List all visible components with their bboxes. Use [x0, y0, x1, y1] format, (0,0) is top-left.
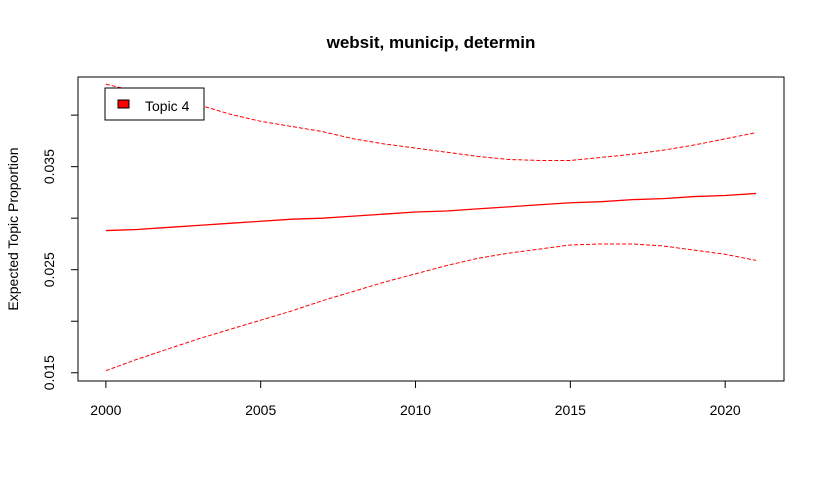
x-tick-label: 2000 — [90, 402, 121, 418]
lower-confidence-line — [105, 243, 757, 372]
x-tick-label: 2010 — [400, 402, 431, 418]
y-tick-label: 0.025 — [41, 252, 57, 287]
series-line-topic-4 — [105, 192, 757, 232]
x-tick-label: 2020 — [710, 402, 741, 418]
upper-confidence-line — [105, 83, 757, 161]
plot-area-frame — [77, 76, 785, 382]
legend: Topic 4 — [104, 87, 205, 121]
x-tick-label: 2005 — [245, 402, 276, 418]
series-layer — [105, 83, 757, 372]
legend-label-topic-4: Topic 4 — [145, 98, 190, 114]
x-tick-label: 2015 — [555, 402, 586, 418]
chart-title: websit, municip, determin — [326, 33, 536, 52]
y-tick-label: 0.035 — [41, 149, 57, 184]
y-axis: 0.015 0.025 0.035 — [41, 114, 79, 390]
x-axis: 2000 2005 2010 2015 2020 — [90, 380, 741, 418]
y-axis-label: Expected Topic Proportion — [5, 147, 21, 310]
legend-swatch-topic-4 — [117, 99, 130, 109]
y-tick-label: 0.015 — [41, 355, 57, 390]
